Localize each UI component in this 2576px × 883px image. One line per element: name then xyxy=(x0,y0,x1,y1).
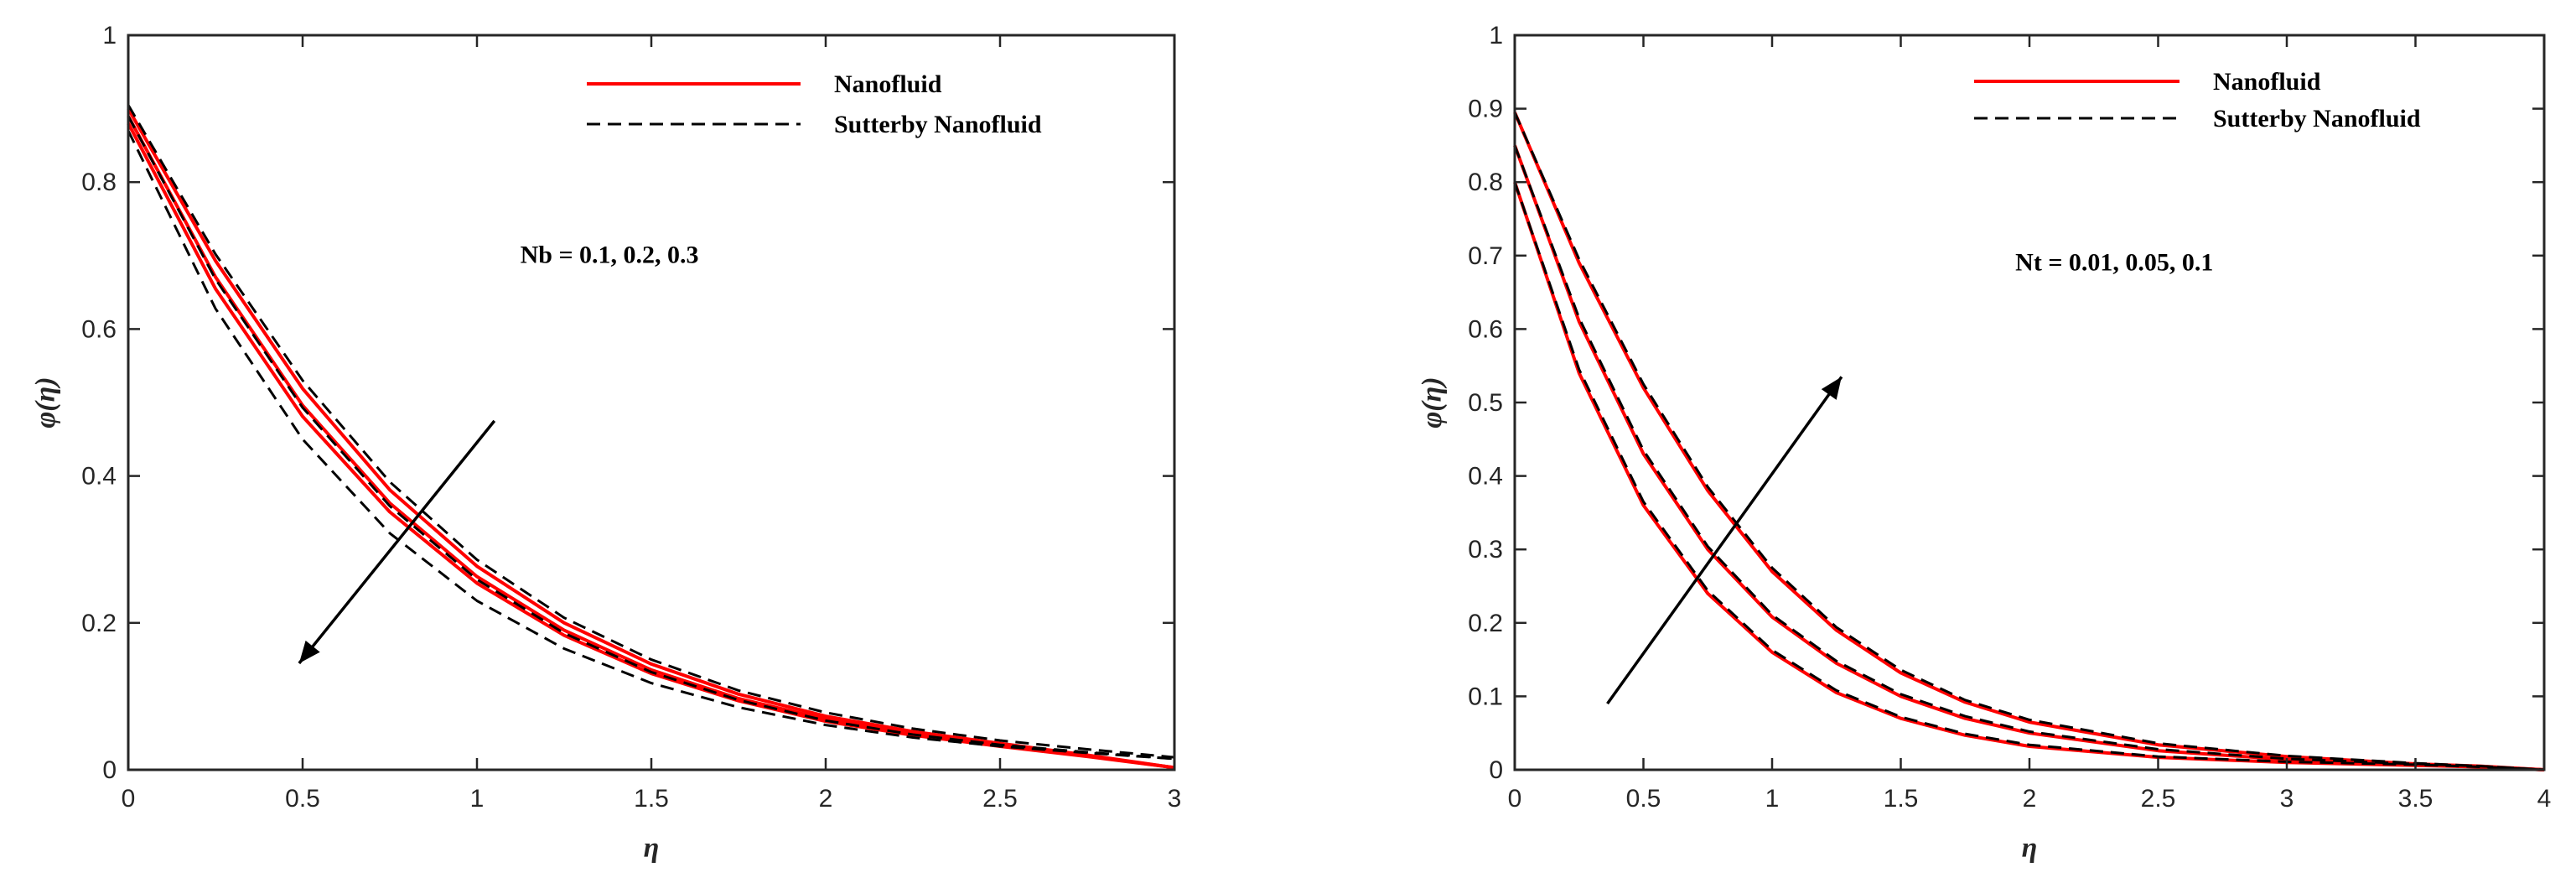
legend-label-1: Nanofluid xyxy=(2213,68,2321,96)
series-line-2 xyxy=(127,115,1175,770)
trend-arrow-shaft xyxy=(298,419,496,665)
x-axis-label: η xyxy=(2022,833,2038,864)
series-line-2 xyxy=(1513,144,2545,771)
x-tick-label: 1 xyxy=(470,785,485,813)
series-line-5 xyxy=(1513,144,2545,771)
y-tick-label: 0.4 xyxy=(81,463,117,491)
x-tick-label: 3 xyxy=(1168,785,1182,813)
y-tick-label: 0.5 xyxy=(1468,389,1503,417)
y-axis-label: φ(η) xyxy=(30,377,61,428)
series-line-4 xyxy=(127,104,1175,759)
x-tick-label: 4 xyxy=(2537,785,2552,813)
legend-label-2: Sutterby Nanofluid xyxy=(834,111,1042,138)
series-line-6 xyxy=(1513,112,2545,771)
parameter-annotation: Nb = 0.1, 0.2, 0.3 xyxy=(521,242,699,269)
y-tick-label: 0.2 xyxy=(81,610,117,637)
x-tick-label: 3.5 xyxy=(2398,785,2433,813)
x-tick-label: 0 xyxy=(1508,785,1522,813)
trend-arrow-head xyxy=(1821,377,1842,400)
y-tick-label: 0.8 xyxy=(1468,169,1503,196)
x-tick-label: 1.5 xyxy=(634,785,669,813)
x-axis-label: η xyxy=(644,833,660,864)
x-tick-label: 1.5 xyxy=(1884,785,1919,813)
y-tick-label: 0.1 xyxy=(1468,683,1503,710)
x-tick-label: 0 xyxy=(122,785,136,813)
trend-arrow-shaft xyxy=(1606,376,1843,705)
y-tick-label: 0.8 xyxy=(81,169,117,196)
x-tick-label: 2.5 xyxy=(982,785,1018,813)
y-tick-label: 0.2 xyxy=(1468,610,1503,637)
trend-arrow-head xyxy=(298,640,320,663)
x-tick-label: 0.5 xyxy=(285,785,320,813)
y-tick-label: 1 xyxy=(1489,22,1503,49)
y-tick-label: 0.3 xyxy=(1468,536,1503,564)
series-line-6 xyxy=(127,130,1175,761)
chart-panel-2: 0 0.5 1 1.5 2 2.5 3 3.5 4 0 0.1 0.2 0.3 0.4 0.5 0.6 0.7 0… xyxy=(1417,22,2551,864)
series-line-3 xyxy=(1513,112,2545,771)
y-tick-label: 0.6 xyxy=(1468,315,1503,343)
y-tick-label: 1 xyxy=(102,22,117,49)
legend-label-2: Sutterby Nanofluid xyxy=(2213,105,2421,132)
y-tick-label: 0.4 xyxy=(1468,463,1503,491)
y-tick-label: 0.7 xyxy=(1468,242,1503,270)
y-tick-label: 0 xyxy=(102,756,117,784)
series-line-5 xyxy=(127,115,1175,761)
parameter-annotation: Nt = 0.01, 0.05, 0.1 xyxy=(2015,248,2213,276)
legend-label-1: Nanofluid xyxy=(834,70,942,98)
x-tick-label: 2 xyxy=(819,785,833,813)
axes-frame xyxy=(1513,34,2546,771)
chart-panel-1: 0 0.5 1 1.5 2 2.5 3 0 0.2 0.4 0.6 0.8 1 η φ(η) Nanoflui… xyxy=(30,22,1181,864)
x-tick-label: 0.5 xyxy=(1626,785,1661,813)
y-axis-label: φ(η) xyxy=(1417,377,1448,428)
y-tick-label: 0 xyxy=(1489,756,1503,784)
series-line-4 xyxy=(1513,181,2545,771)
y-tick-label: 0.9 xyxy=(1468,96,1503,123)
x-tick-label: 3 xyxy=(2280,785,2294,813)
x-tick-label: 1 xyxy=(1765,785,1780,813)
x-tick-label: 2 xyxy=(2023,785,2037,813)
y-tick-label: 0.6 xyxy=(81,315,117,343)
x-tick-label: 2.5 xyxy=(2141,785,2176,813)
